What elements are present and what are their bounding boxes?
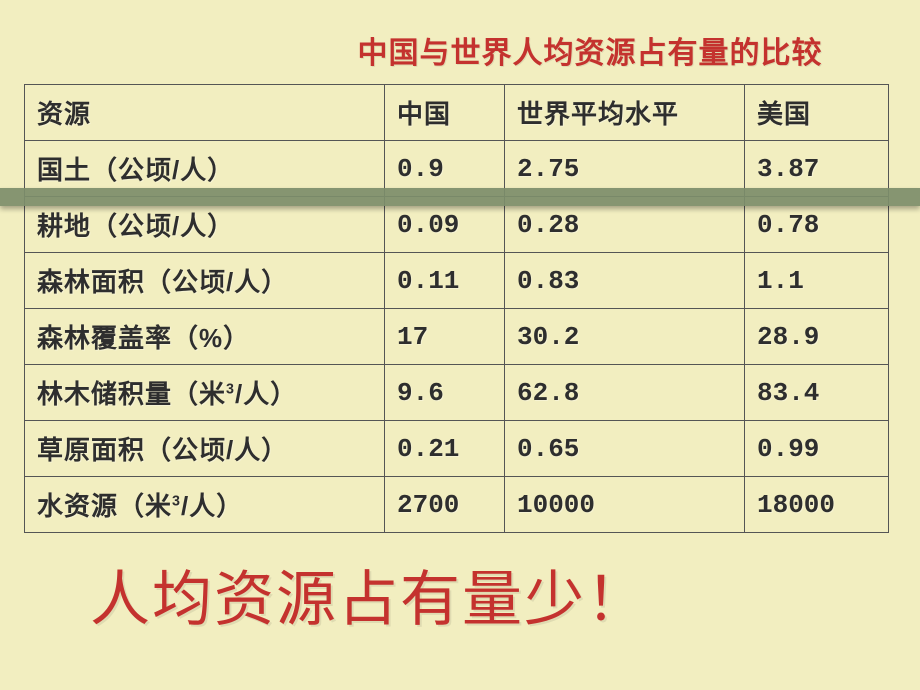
cell-world: 0.83 [505,253,745,309]
table-row: 森林面积（公顷/人） 0.11 0.83 1.1 [25,253,889,309]
table-row: 水资源（米3/人） 2700 10000 18000 [25,477,889,533]
cell-china: 17 [385,309,505,365]
row-label: 森林面积（公顷/人） [25,253,385,309]
cell-world: 0.65 [505,421,745,477]
cell-usa: 83.4 [745,365,889,421]
cell-usa: 0.99 [745,421,889,477]
highlight-bar [0,188,920,206]
col-header-resource: 资源 [25,85,385,141]
col-header-usa: 美国 [745,85,889,141]
cell-china: 0.21 [385,421,505,477]
row-label: 林木储积量（米3/人） [25,365,385,421]
table-row: 林木储积量（米3/人） 9.6 62.8 83.4 [25,365,889,421]
slide-title: 中国与世界人均资源占有量的比较 [0,0,920,84]
col-header-world: 世界平均水平 [505,85,745,141]
row-label: 森林覆盖率（%） [25,309,385,365]
cell-world: 10000 [505,477,745,533]
cell-china: 0.11 [385,253,505,309]
cell-usa: 18000 [745,477,889,533]
table-header-row: 资源 中国 世界平均水平 美国 [25,85,889,141]
cell-china: 2700 [385,477,505,533]
cell-usa: 28.9 [745,309,889,365]
cell-china: 9.6 [385,365,505,421]
cell-usa: 1.1 [745,253,889,309]
row-label: 水资源（米3/人） [25,477,385,533]
col-header-china: 中国 [385,85,505,141]
conclusion-caption: 人均资源占有量少！ [0,533,920,638]
resource-table: 资源 中国 世界平均水平 美国 国土（公顷/人） 0.9 2.75 3.87 耕… [24,84,889,533]
table-row: 森林覆盖率（%） 17 30.2 28.9 [25,309,889,365]
row-label: 草原面积（公顷/人） [25,421,385,477]
cell-world: 30.2 [505,309,745,365]
cell-world: 62.8 [505,365,745,421]
table-row: 草原面积（公顷/人） 0.21 0.65 0.99 [25,421,889,477]
